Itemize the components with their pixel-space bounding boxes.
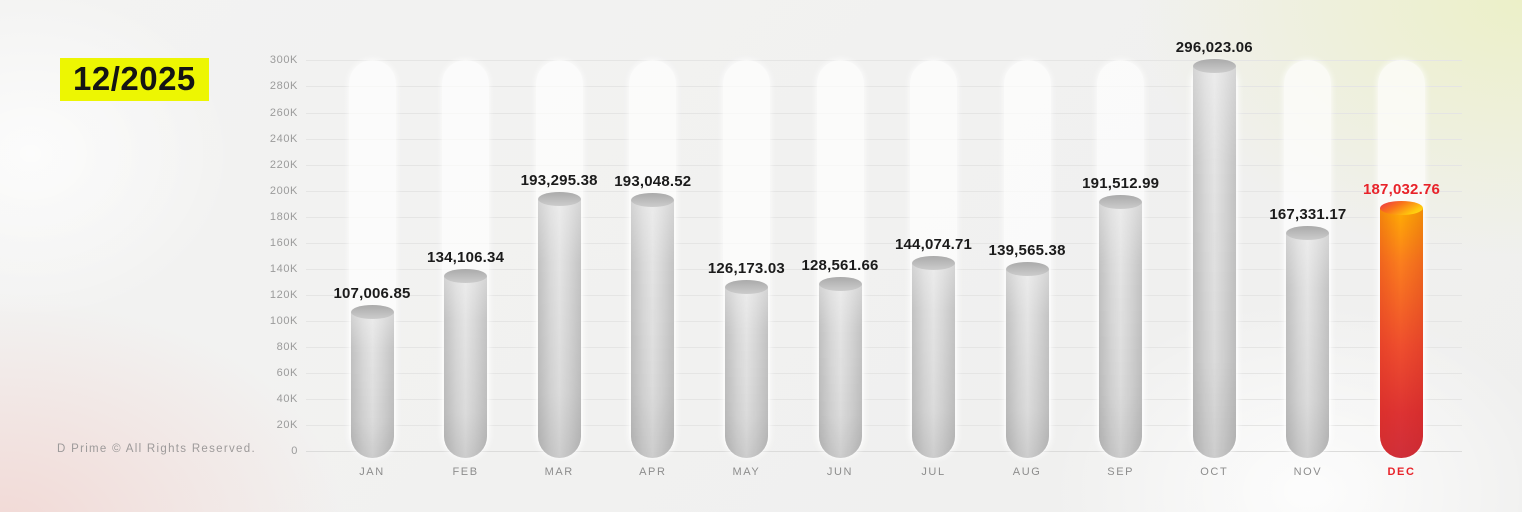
bar-top-ellipse	[631, 192, 675, 207]
y-axis-tick-label: 120K	[269, 288, 298, 301]
bar-value-label: 126,173.03	[707, 259, 785, 277]
bar-top-ellipse	[444, 269, 488, 284]
bar-value-label: 128,561.66	[801, 256, 879, 274]
y-axis-tick-label: 40K	[276, 392, 298, 405]
gridline	[306, 112, 1462, 114]
y-axis-tick-label: 300K	[269, 54, 298, 67]
bar-top-ellipse	[1099, 194, 1143, 209]
bar-top-ellipse	[724, 279, 768, 294]
y-axis-tick-label: 80K	[276, 340, 298, 353]
bar-nov[interactable]	[1286, 226, 1330, 458]
bar-dec[interactable]	[1380, 200, 1423, 458]
bar-top-ellipse	[912, 256, 955, 271]
y-axis-tick-label: 280K	[269, 80, 298, 93]
x-axis-label-may: MAY	[732, 466, 761, 478]
bar-value-label: 139,565.38	[988, 242, 1066, 260]
x-axis-label-aug: AUG	[1012, 466, 1042, 478]
period-title-badge: 12/2025	[60, 58, 209, 101]
bar-feb[interactable]	[444, 269, 488, 458]
gridline	[306, 268, 1462, 270]
bar-value-label: 107,006.85	[333, 284, 411, 302]
bar-top-ellipse	[1005, 262, 1049, 277]
x-axis-label-jan: JAN	[359, 466, 385, 478]
bar-value-label: 296,023.06	[1175, 38, 1253, 56]
copyright-text: D Prime © All Rights Reserved.	[57, 443, 256, 455]
y-axis-tick-label: 0	[291, 445, 298, 457]
bar-top-ellipse	[1286, 226, 1330, 241]
gridline	[306, 60, 1462, 62]
gridline	[306, 294, 1462, 296]
gridline	[306, 86, 1462, 88]
y-axis-tick-label: 200K	[269, 184, 298, 197]
gridline	[306, 216, 1462, 218]
y-axis-tick-label: 20K	[276, 419, 298, 431]
x-axis-label-jun: JUN	[826, 466, 854, 478]
x-axis-label-sep: SEP	[1107, 466, 1135, 478]
bar-top-ellipse	[818, 276, 862, 291]
x-axis-label-feb: FEB	[452, 466, 479, 478]
bar-may[interactable]	[724, 279, 768, 458]
y-axis-tick-label: 260K	[269, 106, 298, 119]
gridline	[306, 320, 1462, 322]
bar-value-label: 134,106.34	[427, 249, 505, 267]
gridline	[306, 164, 1462, 166]
x-axis-baseline	[306, 451, 1462, 452]
y-axis-tick-label: 160K	[269, 236, 298, 249]
bar-jun[interactable]	[818, 276, 862, 458]
gridline	[306, 425, 1462, 426]
gridline	[306, 138, 1462, 140]
y-axis-tick-label: 220K	[269, 158, 298, 171]
x-axis-label-jul: JUL	[921, 466, 946, 478]
bar-mar[interactable]	[537, 192, 581, 458]
x-axis-label-mar: MAR	[544, 466, 574, 478]
y-axis-tick-label: 140K	[269, 262, 298, 275]
gridline	[306, 346, 1462, 348]
y-axis-tick-label: 60K	[276, 366, 298, 379]
x-axis-label-nov: NOV	[1293, 466, 1323, 478]
y-axis-tick-label: 180K	[269, 210, 298, 223]
bar-value-label: 187,032.76	[1362, 180, 1441, 198]
gridline	[306, 398, 1462, 400]
bar-sep[interactable]	[1099, 194, 1143, 458]
bar-oct[interactable]	[1192, 58, 1236, 458]
y-axis-tick-label: 240K	[269, 132, 298, 145]
x-axis-label-apr: APR	[639, 466, 667, 478]
gridline	[306, 190, 1462, 192]
bar-apr[interactable]	[631, 192, 675, 458]
bar-aug[interactable]	[1005, 262, 1049, 458]
bar-top-ellipse	[1380, 200, 1423, 215]
bar-value-label: 144,074.71	[894, 236, 973, 254]
bar-jan[interactable]	[350, 304, 394, 458]
bar-value-label: 191,512.99	[1082, 174, 1160, 192]
bar-jul[interactable]	[912, 256, 955, 458]
bar-top-ellipse	[350, 304, 394, 319]
x-axis-label-dec: DEC	[1387, 466, 1416, 478]
bar-top-ellipse	[537, 192, 581, 207]
y-axis-tick-label: 100K	[269, 314, 298, 327]
bar-value-label: 193,295.38	[520, 172, 598, 190]
bar-top-ellipse	[1192, 58, 1236, 73]
bar-value-label: 167,331.17	[1269, 206, 1347, 224]
bar-value-label: 193,048.52	[614, 172, 692, 190]
gridline	[306, 242, 1462, 244]
x-axis-label-oct: OCT	[1200, 466, 1229, 478]
gridline	[306, 372, 1462, 374]
